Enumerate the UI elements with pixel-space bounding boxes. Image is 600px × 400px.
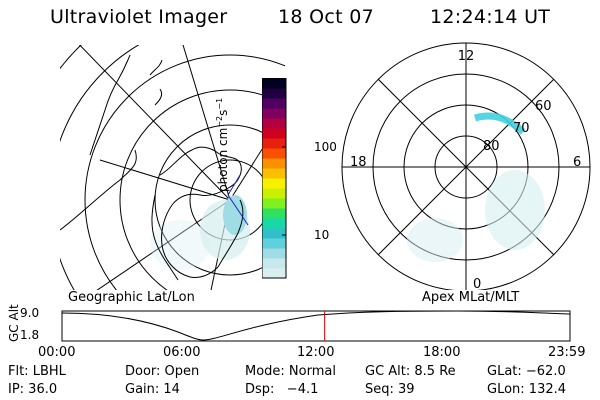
footer-glat: GLat: −62.0 xyxy=(487,364,566,379)
colorbar-tick-100: 100 xyxy=(314,140,337,154)
footer-mode: Mode: Normal xyxy=(245,364,336,379)
colorbar-segment xyxy=(262,268,286,279)
time-label: 12:24:14 UT xyxy=(430,6,551,28)
footer-gc-alt: GC Alt: 8.5 Re xyxy=(365,364,456,379)
right-map-caption: Apex MLat/MLT xyxy=(422,290,520,305)
colorbar-segment xyxy=(262,258,286,269)
geographic-map xyxy=(60,45,285,290)
timeline-ytick-max: 9.0 xyxy=(20,306,40,320)
colorbar-segment xyxy=(262,208,286,219)
colorbar-segment xyxy=(262,158,286,169)
timeline-xtick-0: 00:00 xyxy=(38,345,76,360)
colorbar-segment xyxy=(262,118,286,129)
colorbar-segment xyxy=(262,88,286,99)
altitude-timeline xyxy=(61,310,571,342)
footer-gain: Gain: 14 xyxy=(125,382,180,397)
mlt-0-label: 0 xyxy=(473,277,481,290)
colorbar-segment xyxy=(262,148,286,159)
colorbar-segment xyxy=(262,78,286,89)
colorbar-segment xyxy=(262,198,286,209)
footer-seq: Seq: 39 xyxy=(365,382,415,397)
colorbar-segment xyxy=(262,108,286,119)
colorbar-segment xyxy=(262,228,286,239)
instrument-title: Ultraviolet Imager xyxy=(50,6,228,28)
colorbar-segment xyxy=(262,128,286,139)
apex-polar-plot: 12 18 6 0 60 70 80 xyxy=(341,42,591,290)
colorbar-unit: photon cm−2s−1 xyxy=(215,97,230,192)
footer-door: Door: Open xyxy=(125,364,200,379)
mlat-70-label: 70 xyxy=(513,121,530,136)
colorbar-segment xyxy=(262,238,286,249)
footer-filter: Flt: LBHL xyxy=(8,364,66,379)
colorbar-segment xyxy=(262,168,286,179)
colorbar-tick-10: 10 xyxy=(314,228,330,242)
timeline-xtick-4: 23:59 xyxy=(548,345,586,360)
mlat-60-label: 60 xyxy=(535,99,552,114)
mlt-12-label: 12 xyxy=(458,49,475,64)
colorbar-segment xyxy=(262,138,286,149)
colorbar-segment xyxy=(262,188,286,199)
timeline-xtick-2: 12:00 xyxy=(297,345,335,360)
left-map-caption: Geographic Lat/Lon xyxy=(68,290,195,305)
colorbar-segment xyxy=(262,98,286,109)
colorbar-segment xyxy=(262,248,286,259)
mlat-80-label: 80 xyxy=(483,139,500,154)
colorbar xyxy=(262,78,287,279)
mlt-6-label: 6 xyxy=(573,155,581,170)
footer-dsp: Dsp: −4.1 xyxy=(245,382,319,397)
footer-ip: IP: 36.0 xyxy=(8,382,58,397)
date-label: 18 Oct 07 xyxy=(278,6,374,28)
timeline-ytick-min: 1.8 xyxy=(20,328,40,342)
footer-glon: GLon: 132.4 xyxy=(487,382,567,397)
mlt-18-label: 18 xyxy=(350,155,367,170)
timeline-xtick-1: 06:00 xyxy=(163,345,201,360)
timeline-axis-label: GC Alt xyxy=(7,304,21,342)
colorbar-segment xyxy=(262,218,286,229)
timeline-xtick-3: 18:00 xyxy=(423,345,461,360)
colorbar-segment xyxy=(262,178,286,189)
